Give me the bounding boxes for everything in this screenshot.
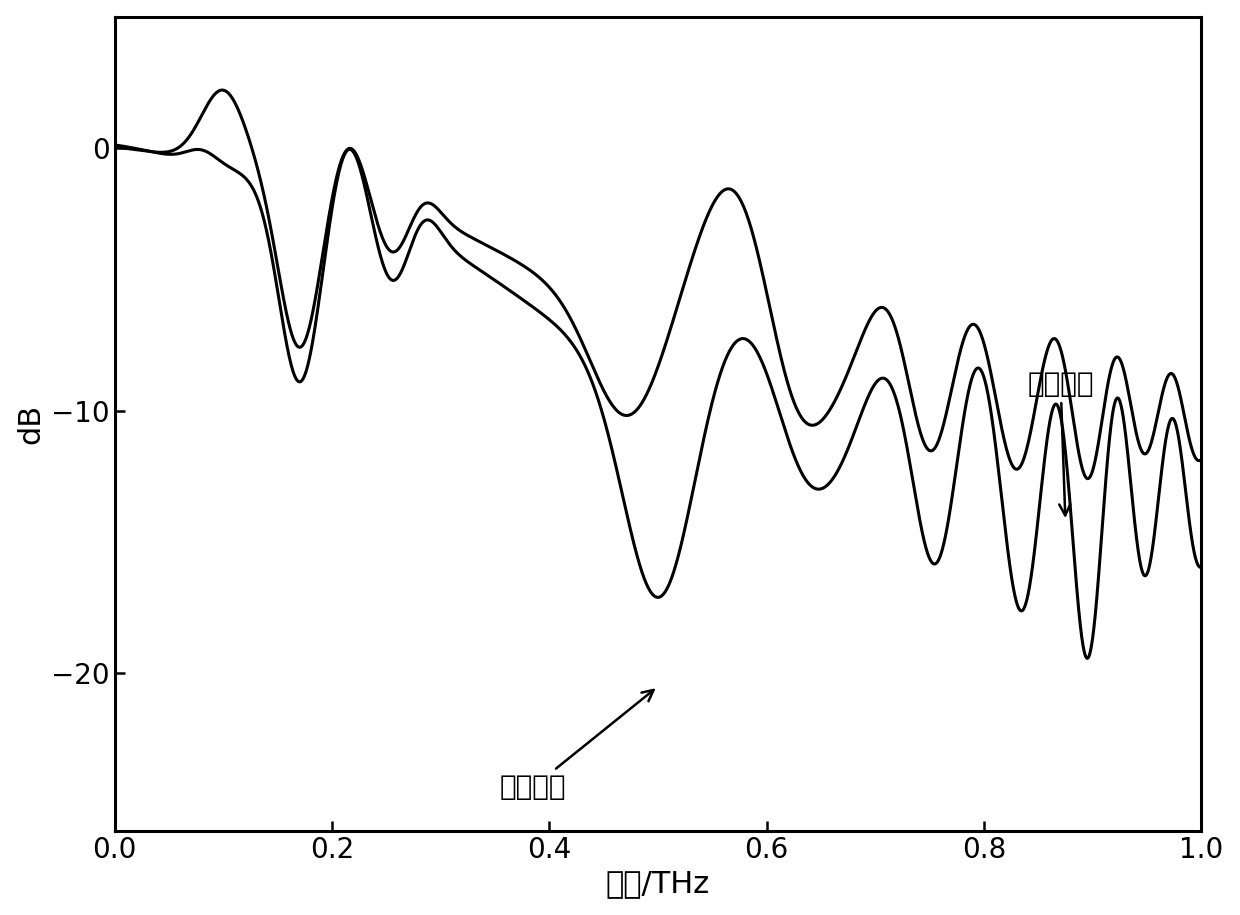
Text: 没有磁场: 没有磁场 xyxy=(500,690,653,802)
Y-axis label: dB: dB xyxy=(16,404,46,444)
Text: 磁场调制: 磁场调制 xyxy=(1028,370,1094,515)
X-axis label: 频率/THz: 频率/THz xyxy=(606,869,711,899)
